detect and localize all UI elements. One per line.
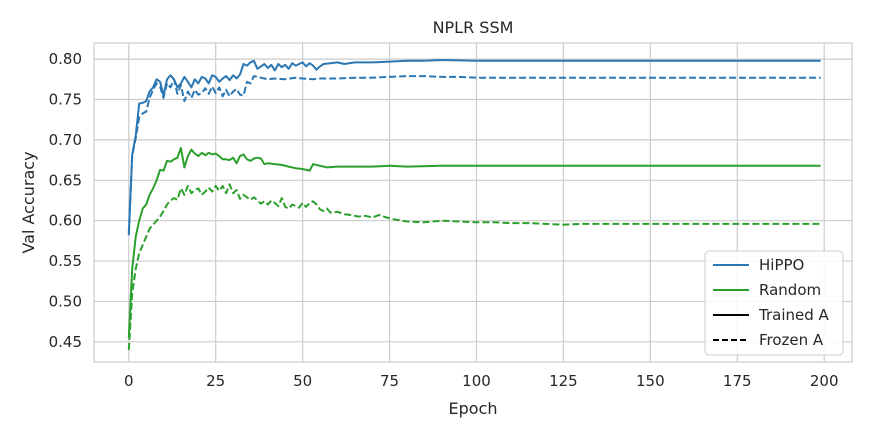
- legend-label: HiPPO: [759, 256, 804, 274]
- x-tick-label: 200: [810, 372, 839, 390]
- x-tick-label: 0: [124, 372, 134, 390]
- y-tick-label: 0.60: [49, 212, 82, 230]
- legend: HiPPO Random Trained A Frozen A: [704, 250, 844, 356]
- y-tick-label: 0.70: [49, 131, 82, 149]
- x-tick-label: 75: [380, 372, 399, 390]
- x-tick-label: 25: [206, 372, 225, 390]
- series-line-hippo-frozen-a: [127, 75, 821, 233]
- legend-box: [704, 250, 844, 356]
- x-tick-label: 175: [723, 372, 752, 390]
- x-axis-label: Epoch: [449, 399, 498, 418]
- y-tick-label: 0.65: [49, 171, 82, 189]
- y-axis-label: Val Accuracy: [19, 151, 38, 253]
- x-tick-label: 50: [293, 372, 312, 390]
- y-tick-label: 0.75: [49, 91, 82, 109]
- series-line-hippo-trained-a: [127, 59, 821, 236]
- legend-label: Frozen A: [759, 331, 824, 349]
- series-line-random-trained-a: [127, 147, 821, 338]
- chart-title: NPLR SSM: [433, 18, 514, 37]
- series-line-random-frozen-a: [127, 183, 821, 350]
- y-tick-label: 0.45: [49, 333, 82, 351]
- x-tick-label: 100: [462, 372, 491, 390]
- x-tick-label: 150: [636, 372, 665, 390]
- y-tick-label: 0.80: [49, 50, 82, 68]
- legend-label: Random: [759, 281, 821, 299]
- legend-label: Trained A: [758, 306, 830, 324]
- plot-frame: [93, 42, 853, 363]
- series-lines: [127, 59, 821, 350]
- y-tick-label: 0.50: [49, 292, 82, 310]
- y-tick-label: 0.55: [49, 252, 82, 270]
- tick-labels: 0 25 50 75 100 125 150 175 200 0.45 0.50 0.55 0.60 0.…: [49, 50, 839, 390]
- x-tick-label: 125: [549, 372, 578, 390]
